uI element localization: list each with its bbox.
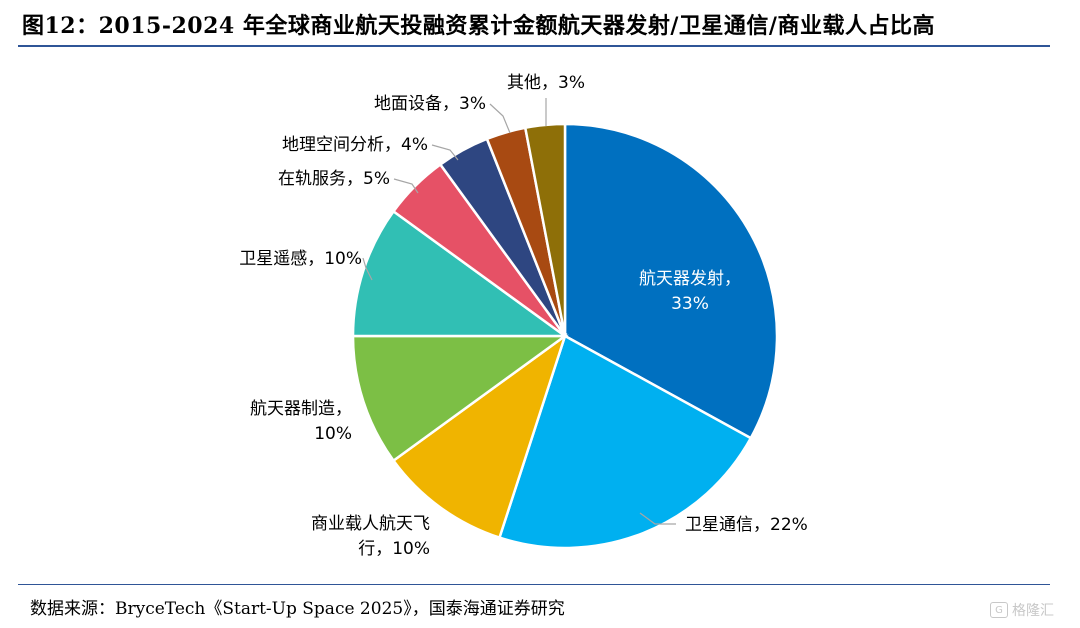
pie-slice-1	[497, 334, 753, 550]
slice-label-4: 卫星遥感，10%	[239, 249, 362, 269]
watermark-logo-icon: G	[990, 602, 1008, 618]
slice-label-1: 卫星通信，22%	[685, 515, 808, 535]
slice-label-5: 在轨服务，5%	[278, 169, 390, 189]
pie-slice-3	[351, 334, 569, 463]
leader-line-6	[431, 144, 459, 161]
watermark: G 格隆汇	[990, 600, 1054, 620]
page-title: 图12：2015-2024 年全球商业航天投融资累计金额航天器发射/卫星通信/商…	[22, 13, 935, 39]
slice-label-6: 地理空间分析，4%	[282, 135, 428, 155]
pie-slice-0	[563, 122, 779, 440]
slice-label-8: 其他，3%	[507, 73, 585, 93]
source-note: 数据来源：BryceTech《Start-Up Space 2025》，国泰海通…	[30, 599, 565, 619]
leader-line-1	[639, 512, 676, 525]
pie-slice-2	[391, 332, 568, 540]
slice-label-7: 地面设备，3%	[374, 94, 486, 114]
watermark-text: 格隆汇	[1012, 603, 1054, 619]
slice-label-2: 商业载人航天飞行，10%	[311, 514, 430, 559]
slice-label-3: 航天器制造， 10%	[250, 399, 352, 444]
slice-label-0: 航天器发射， 33%	[639, 269, 741, 314]
pie-slice-8	[523, 122, 567, 337]
leader-line-7	[489, 103, 511, 134]
leader-line-5	[393, 178, 419, 194]
pie-slice-4	[351, 209, 569, 338]
pie-chart: 航天器发射， 33% 卫星通信，22% 商业载人航天飞行，10% 航天器制造， 10% 卫星…	[239, 73, 808, 559]
title-divider	[18, 45, 1050, 47]
footer-divider	[18, 584, 1050, 585]
leader-line-4	[362, 257, 373, 281]
